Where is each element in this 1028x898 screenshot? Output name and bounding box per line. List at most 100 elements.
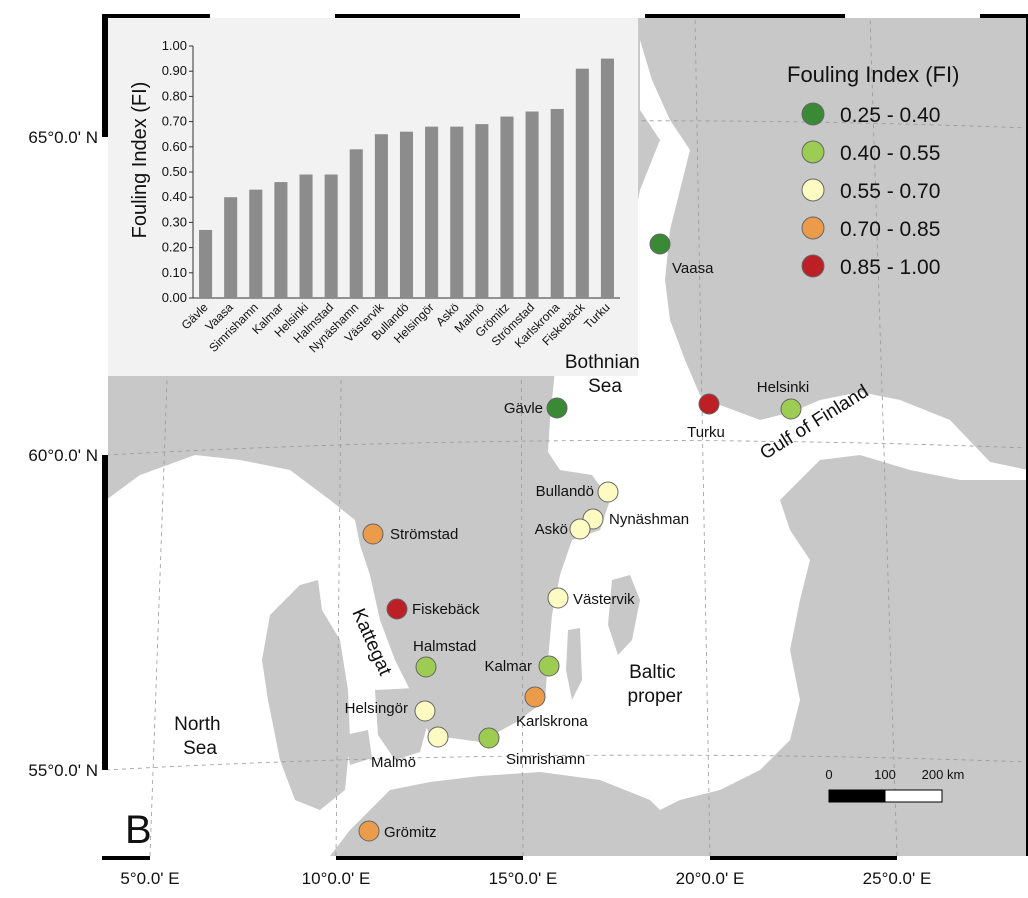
bar-5 xyxy=(299,174,313,298)
chart-panel xyxy=(106,16,638,376)
scale-label: 200 km xyxy=(922,767,965,782)
site-label-fiskeback: Fiskebäck xyxy=(412,601,480,618)
frame-right xyxy=(1026,14,1028,860)
legend-swatch xyxy=(801,178,825,202)
legend-swatch xyxy=(801,140,825,164)
chart-y-axis-title: Fouling Index (FI) xyxy=(129,82,151,239)
bar-11 xyxy=(450,126,464,298)
lon-label: 10°0.0' E xyxy=(302,869,371,888)
y-tick-label: 0.40 xyxy=(162,189,187,204)
bar-6 xyxy=(324,174,338,298)
lat-label: 55°0.0' N xyxy=(28,761,98,780)
bar-17 xyxy=(600,58,614,298)
site-marker-gromitz xyxy=(358,820,380,842)
coordinate-labels: 65°0.0' N 60°0.0' N 55°0.0' N 5°0.0' E 1… xyxy=(28,128,931,888)
land-central-europe xyxy=(330,772,700,856)
chart-bars xyxy=(199,58,614,299)
site-label-nynashman: Nynäshman xyxy=(609,511,689,528)
site-marker-helsinki xyxy=(780,398,802,420)
y-tick-label: 0.70 xyxy=(162,114,187,129)
frame-left-segment xyxy=(102,770,108,856)
site-marker-malmo xyxy=(427,726,449,748)
lon-label: 15°0.0' E xyxy=(489,869,558,888)
frame-bottom-segment xyxy=(897,856,1028,860)
y-tick-label: 1.00 xyxy=(162,38,187,53)
region-label-north-sea: North Sea xyxy=(174,714,226,759)
site-marker-simrishamn xyxy=(478,727,500,749)
legend-range-label: 0.85 - 1.00 xyxy=(840,256,940,279)
land-baltic-states xyxy=(620,455,1028,856)
frame-top-segment xyxy=(520,14,645,18)
site-marker-fiskeback xyxy=(386,598,408,620)
bar-14 xyxy=(525,111,539,299)
region-line: North xyxy=(174,714,220,735)
y-tick-label: 0.00 xyxy=(162,290,187,305)
land-oland xyxy=(566,628,582,700)
site-marker-turku xyxy=(698,393,720,415)
lon-label: 5°0.0' E xyxy=(120,869,179,888)
site-marker-vastervik xyxy=(547,587,569,609)
region-line: proper xyxy=(628,686,684,707)
region-label-baltic-proper: Baltic proper xyxy=(628,662,684,707)
frame-bottom-segment xyxy=(523,856,710,860)
region-line: Bothnian xyxy=(565,352,640,373)
legend-range-label: 0.40 - 0.55 xyxy=(840,142,940,165)
site-label-vaasa: Vaasa xyxy=(672,260,714,277)
region-line: Sea xyxy=(588,376,622,397)
scale-label: 100 xyxy=(874,767,896,782)
y-tick-label: 0.60 xyxy=(162,139,187,154)
region-line: Sea xyxy=(183,738,217,759)
site-label-gavle: Gävle xyxy=(504,400,543,417)
site-label-bullando: Bullandö xyxy=(536,483,594,500)
bar-15 xyxy=(550,109,564,298)
legend-swatch xyxy=(801,216,825,240)
legend: Fouling Index (FI) 0.25 - 0.40 0.40 - 0.5… xyxy=(787,62,959,279)
bar-12 xyxy=(475,124,489,299)
map-frame xyxy=(102,14,1028,860)
site-marker-kalmar xyxy=(538,655,560,677)
site-label-gromitz: Grömitz xyxy=(384,824,437,841)
legend-range-label: 0.55 - 0.70 xyxy=(840,180,940,203)
region-line: Baltic xyxy=(629,662,675,683)
scale-segment-black xyxy=(828,789,886,803)
scale-segment-white xyxy=(884,789,943,803)
scale-label: 0 xyxy=(825,767,832,782)
legend-swatch xyxy=(801,254,825,278)
legend-swatch xyxy=(801,102,825,126)
chart-y-axis: 0.00 0.10 0.20 0.30 0.40 0.50 0.60 0.70 0.80 0.90… xyxy=(162,38,620,305)
y-tick-label: 0.50 xyxy=(162,164,187,179)
y-tick-label: 0.20 xyxy=(162,240,187,255)
site-marker-stromstad xyxy=(362,523,384,545)
bar-4 xyxy=(274,182,288,298)
site-label-asko: Askö xyxy=(535,521,568,538)
land-gotland xyxy=(608,575,640,655)
site-label-helsingor: Helsingör xyxy=(345,700,408,717)
site-label-helsinki: Helsinki xyxy=(757,379,810,396)
site-marker-halmstad xyxy=(415,656,437,678)
scale-bar: 0 100 200 km xyxy=(825,767,965,803)
land-finland xyxy=(640,16,1028,470)
frame-left-segment xyxy=(102,137,108,455)
bar-10 xyxy=(425,126,439,298)
panel-letter: B xyxy=(125,808,152,852)
bar-13 xyxy=(500,116,514,298)
site-marker-asko xyxy=(569,518,591,540)
lon-label: 25°0.0' E xyxy=(863,869,932,888)
legend-range-label: 0.25 - 0.40 xyxy=(840,104,940,127)
frame-bottom-segment xyxy=(150,856,336,860)
bar-16 xyxy=(575,68,589,299)
site-marker-karlskrona xyxy=(524,686,546,708)
bar-3 xyxy=(249,189,263,298)
site-label-halmstad: Halmstad xyxy=(413,638,476,655)
lat-label: 60°0.0' N xyxy=(28,446,98,465)
lon-label: 20°0.0' E xyxy=(676,869,745,888)
frame-top-segment xyxy=(210,14,335,18)
y-tick-label: 0.80 xyxy=(162,88,187,103)
frame-top-segment xyxy=(845,14,980,18)
region-label-bothnian-sea: Bothnian Sea xyxy=(565,352,645,397)
site-label-kalmar: Kalmar xyxy=(484,658,532,675)
y-tick-label: 0.30 xyxy=(162,214,187,229)
sampling-sites: Vaasa Gävle Turku Helsinki Bullandö Nynäshman… xyxy=(345,233,810,842)
bar-8 xyxy=(374,134,388,298)
